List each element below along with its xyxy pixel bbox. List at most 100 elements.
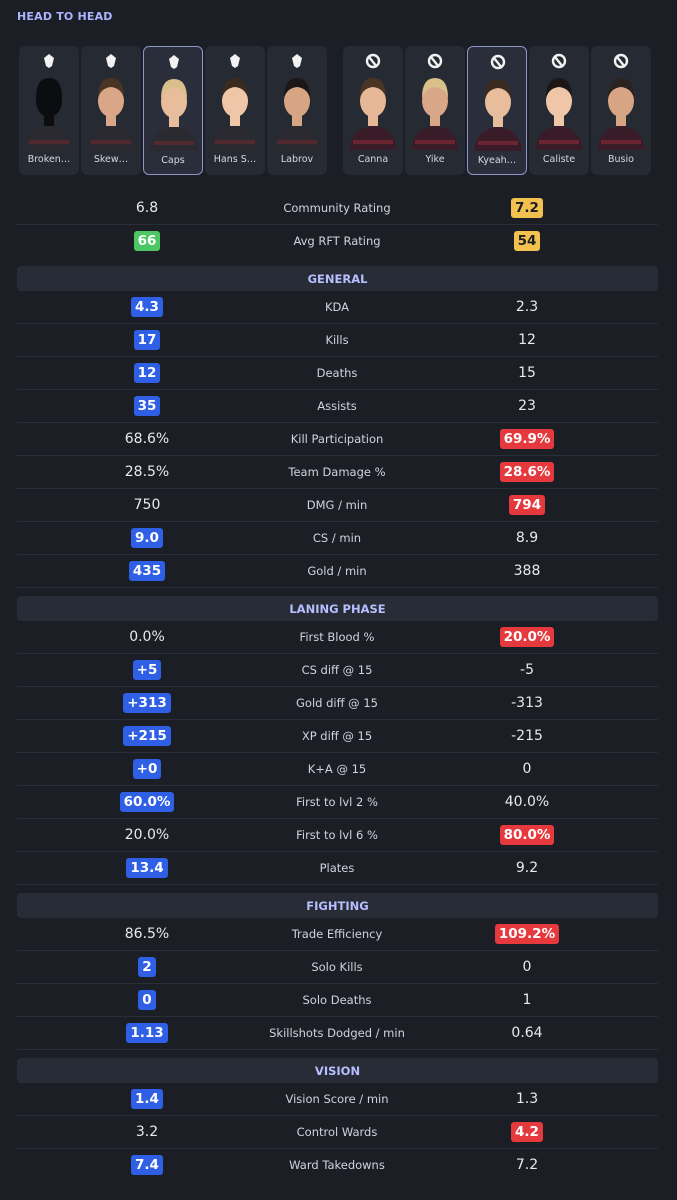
left-value: 435 (128, 561, 166, 581)
left-value-cell: +215 (97, 720, 197, 752)
stat-row: 6.8 7.2 Community Rating (17, 192, 658, 225)
stat-label: Kills (325, 333, 349, 347)
left-value-cell: 9.0 (97, 522, 197, 554)
left-value-cell: 60.0% (97, 786, 197, 818)
stat-row: 3.2 4.2 Control Wards (17, 1116, 658, 1149)
right-value: 0.64 (511, 1025, 543, 1041)
avatar (535, 53, 583, 150)
right-value: -313 (511, 695, 543, 711)
stat-label: First Blood % (299, 630, 375, 644)
stats: 6.8 7.2 Community Rating 66 54 Avg RFT Rating… (17, 192, 658, 1182)
right-value: 40.0% (504, 794, 550, 810)
right-value: 388 (513, 563, 541, 579)
stat-label: Gold / min (307, 564, 367, 578)
stat-row: 66 54 Avg RFT Rating (17, 225, 658, 258)
right-value: -5 (520, 662, 534, 678)
avatar (150, 55, 198, 151)
left-value: 86.5% (124, 926, 170, 942)
stat-label: Gold diff @ 15 (296, 696, 378, 710)
player-card[interactable]: Broken… (19, 46, 79, 175)
right-value: 7.2 (515, 1157, 539, 1173)
left-value-cell: 35 (97, 390, 197, 422)
left-value-cell: 20.0% (97, 819, 197, 851)
right-value-cell: 15 (477, 357, 577, 389)
right-value: 1 (522, 992, 532, 1008)
left-value: +313 (123, 693, 171, 713)
stat-label: Community Rating (283, 201, 391, 215)
right-value-cell: 388 (477, 555, 577, 587)
left-value: 1.4 (131, 1089, 163, 1109)
left-value: 12 (133, 363, 161, 383)
right-value-cell: 23 (477, 390, 577, 422)
right-value-cell: -313 (477, 687, 577, 719)
stat-row: 2 0 Solo Kills (17, 951, 658, 984)
left-value-cell: 17 (97, 324, 197, 356)
left-value: 750 (133, 497, 161, 513)
right-value-cell: 109.2% (477, 918, 577, 950)
player-card[interactable]: Busio (591, 46, 651, 175)
player-card[interactable]: Skew… (81, 46, 141, 175)
right-value: 0 (522, 959, 532, 975)
stat-label: Skillshots Dodged / min (269, 1026, 405, 1040)
stat-label: Assists (317, 399, 357, 413)
stat-row: 13.4 9.2 Plates (17, 852, 658, 885)
avatar (87, 54, 135, 150)
stat-label: CS diff @ 15 (301, 663, 373, 677)
left-value-cell: 13.4 (97, 852, 197, 884)
right-value-cell: 4.2 (477, 1116, 577, 1148)
left-value-cell: 66 (97, 225, 197, 257)
player-name: Caliste (542, 154, 576, 165)
player-card[interactable]: Caps (143, 46, 203, 175)
stat-label: DMG / min (306, 498, 368, 512)
player-name: Canna (357, 154, 389, 165)
stat-label: Deaths (316, 366, 358, 380)
right-value: 0 (522, 761, 532, 777)
right-value-cell: 7.2 (477, 192, 577, 224)
right-value: 20.0% (499, 627, 555, 647)
player-card[interactable]: Kyeah… (467, 46, 527, 175)
stat-label: XP diff @ 15 (301, 729, 373, 743)
left-value-cell: 12 (97, 357, 197, 389)
player-card[interactable]: Canna (343, 46, 403, 175)
right-value-cell: 1 (477, 984, 577, 1016)
right-value-cell: 9.2 (477, 852, 577, 884)
player-name: Broken… (27, 154, 71, 165)
stat-row: 68.6% 69.9% Kill Participation (17, 423, 658, 456)
player-card[interactable]: Hans S… (205, 46, 265, 175)
stat-label: Solo Kills (311, 960, 363, 974)
player-card[interactable]: Caliste (529, 46, 589, 175)
player-card[interactable]: Labrov (267, 46, 327, 175)
right-value: 109.2% (494, 924, 560, 944)
left-value: +0 (132, 759, 162, 779)
stat-row: 0.0% 20.0% First Blood % (17, 621, 658, 654)
player-name: Caps (161, 155, 185, 166)
left-value: 3.2 (135, 1124, 159, 1140)
player-name: Yike (425, 154, 445, 165)
left-value: 2 (138, 957, 156, 977)
stat-label: KDA (324, 300, 350, 314)
left-value: 9.0 (131, 528, 163, 548)
right-value: 15 (518, 365, 536, 381)
left-value-cell: 435 (97, 555, 197, 587)
avatar (474, 54, 522, 151)
right-value-cell: 2.3 (477, 291, 577, 323)
left-value-cell: 68.6% (97, 423, 197, 455)
right-value-cell: 80.0% (477, 819, 577, 851)
left-value-cell: +313 (97, 687, 197, 719)
right-value-cell: 7.2 (477, 1149, 577, 1181)
right-value-cell: 1.3 (477, 1083, 577, 1115)
stat-row: 1.4 1.3 Vision Score / min (17, 1083, 658, 1116)
stat-label: Vision Score / min (285, 1092, 389, 1106)
right-value-cell: -215 (477, 720, 577, 752)
stat-row: 9.0 8.9 CS / min (17, 522, 658, 555)
avatar (411, 53, 459, 150)
right-value-cell: 0 (477, 951, 577, 983)
right-value: 9.2 (515, 860, 539, 876)
player-card[interactable]: Yike (405, 46, 465, 175)
stat-row: +5 -5 CS diff @ 15 (17, 654, 658, 687)
right-value: 12 (518, 332, 536, 348)
stat-label: Team Damage % (288, 465, 386, 479)
section-header: VISION (17, 1058, 658, 1083)
left-value: 13.4 (126, 858, 168, 878)
